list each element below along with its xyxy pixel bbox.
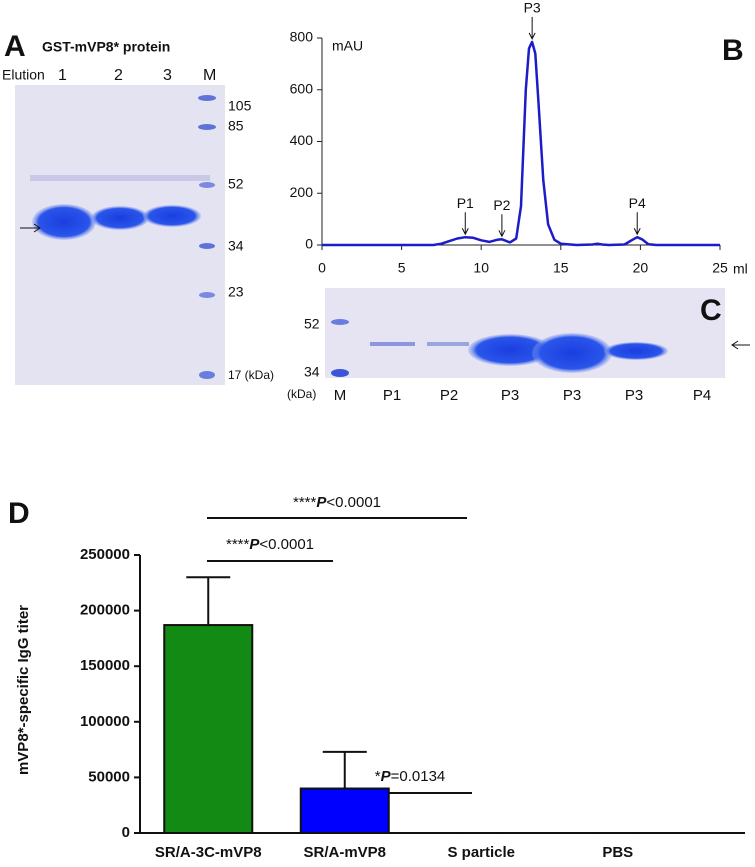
- x-tick-label: SR/A-mVP8: [303, 844, 386, 861]
- panel-letter: D: [8, 497, 30, 530]
- x-tick-label: 10: [473, 260, 489, 276]
- lane-label: P3: [563, 387, 581, 404]
- peak-label: P1: [457, 195, 474, 211]
- marker-label: 85: [228, 118, 244, 134]
- panel-letter: C: [700, 294, 722, 327]
- x-tick-label: 25: [712, 260, 728, 276]
- y-tick-label: 200: [290, 184, 314, 200]
- lane-label: P2: [440, 387, 458, 404]
- peak-label: P4: [629, 195, 646, 211]
- significance: ****P<0.0001 ****P<0.0001 *P=0.0134: [207, 494, 472, 794]
- marker-label: 52: [304, 316, 320, 332]
- y-tick-label: 800: [290, 29, 314, 45]
- marker-label: 34: [304, 364, 320, 380]
- x-tick-label: PBS: [602, 844, 633, 861]
- gel-a: [15, 85, 225, 385]
- x-tick-label: SR/A-3C-mVP8: [155, 844, 262, 861]
- peak-arrow: [461, 212, 469, 236]
- x-tick-label: 20: [633, 260, 649, 276]
- y-tick-label: 200000: [80, 602, 130, 619]
- unit-label: (kDa): [287, 387, 316, 401]
- lane-label: 1: [58, 67, 67, 84]
- y-tick-label: 600: [290, 80, 314, 96]
- gel-c: [325, 288, 725, 378]
- marker-label: 34: [228, 238, 244, 254]
- x-tick-label: S particle: [447, 844, 515, 861]
- y-axis-label: mVP8*-specific IgG titer: [15, 605, 32, 775]
- x-tick-label: 0: [318, 260, 326, 276]
- marker-label: 105: [228, 98, 252, 114]
- peak-arrow: [528, 16, 536, 40]
- peak-arrow: [498, 214, 506, 238]
- gel-title: GST-mVP8* protein: [42, 39, 170, 55]
- trace: [322, 40, 720, 247]
- peak-arrow: [633, 212, 641, 236]
- panel-letter: B: [722, 34, 744, 67]
- y-tick-label: 400: [290, 132, 314, 148]
- p-value: *P=0.0134: [375, 768, 446, 785]
- y-tick-label: 0: [305, 236, 313, 252]
- marker-label: 23: [228, 284, 244, 300]
- lane-label: P3: [625, 387, 643, 404]
- peak-label: P2: [493, 197, 510, 213]
- peak-label: P3: [524, 0, 541, 16]
- x-tick-label: 5: [398, 260, 406, 276]
- marker-label: 17 (kDa): [228, 368, 274, 382]
- panel-letter: A: [4, 30, 26, 63]
- p-value: ****P<0.0001: [226, 536, 314, 553]
- lane-label: M: [334, 387, 347, 404]
- arrow: [20, 223, 41, 233]
- lane-label: P3: [501, 387, 519, 404]
- lane-label: M: [203, 67, 216, 84]
- y-axis-label: mAU: [332, 38, 363, 54]
- y-tick-label: 250000: [80, 546, 130, 563]
- lane-label: P4: [693, 387, 711, 404]
- lane-label: 3: [163, 67, 172, 84]
- y-tick-label: 50000: [88, 768, 130, 785]
- marker-label: 52: [228, 176, 244, 192]
- bar: [299, 787, 390, 835]
- x-tick-label: 15: [553, 260, 569, 276]
- arrow: [731, 340, 750, 350]
- bar: [163, 624, 254, 835]
- lane-label: 2: [114, 67, 123, 84]
- x-axis-label: ml: [733, 261, 748, 277]
- y-tick-label: 0: [122, 824, 130, 841]
- y-tick-label: 100000: [80, 713, 130, 730]
- y-tick-label: 150000: [80, 657, 130, 674]
- lane-label: P1: [383, 387, 401, 404]
- lane-header: Elution: [2, 67, 45, 83]
- p-value: ****P<0.0001: [293, 494, 381, 511]
